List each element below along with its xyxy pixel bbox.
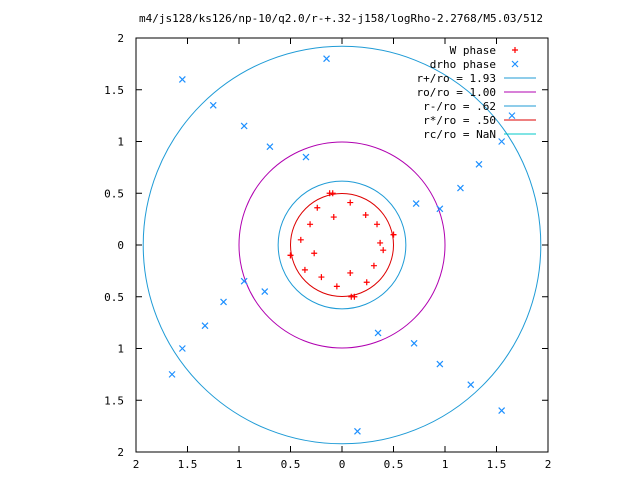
data-point-plus <box>314 204 321 211</box>
data-point-cross <box>436 360 444 368</box>
x-tick-label: 0.5 <box>384 458 404 471</box>
x-tick-label: 0.5 <box>281 458 301 471</box>
chart-title: m4/js128/ks126/np-10/q2.0/r-+.32-j158/lo… <box>139 12 543 25</box>
data-point-cross <box>178 345 186 352</box>
data-point-cross <box>240 122 248 130</box>
y-tick-label: 0.5 <box>104 291 124 304</box>
data-point-plus <box>297 236 304 243</box>
data-point-plus <box>333 283 340 290</box>
x-tick-label: 2 <box>545 458 552 471</box>
legend-label: r+/ro = 1.93 <box>417 72 496 85</box>
data-point-plus <box>311 250 318 257</box>
data-point-plus <box>390 231 397 238</box>
data-point-cross <box>508 112 516 120</box>
data-point-plus <box>318 274 325 281</box>
x-tick-label: 0 <box>339 458 346 471</box>
data-point-cross <box>475 160 483 168</box>
reference-circle <box>142 45 542 445</box>
reference-circle <box>290 193 394 297</box>
y-tick-label: 2 <box>117 32 124 45</box>
reference-circle <box>277 180 407 310</box>
data-point-cross <box>220 298 227 306</box>
legend-label: W phase <box>450 44 496 57</box>
legend-label: drho phase <box>430 58 496 71</box>
data-point-cross <box>374 329 382 337</box>
legend-label: r-/ro = .62 <box>423 100 496 113</box>
x-tick-label: 1.5 <box>487 458 507 471</box>
data-point-plus <box>380 247 387 254</box>
legend-label: r*/ro = .50 <box>423 114 496 127</box>
data-point-cross <box>412 200 420 208</box>
y-tick-label: 1 <box>117 343 124 356</box>
data-point-plus <box>370 262 377 269</box>
data-point-plus <box>377 239 384 246</box>
series-layer <box>142 45 542 445</box>
data-point-plus <box>351 293 358 300</box>
data-point-plus <box>330 214 337 221</box>
data-point-plus <box>347 199 354 206</box>
data-point-cross <box>168 370 176 378</box>
data-point-plus <box>374 221 381 228</box>
data-point-plus <box>362 211 369 218</box>
y-tick-label: 0.5 <box>104 187 124 200</box>
y-tick-label: 2 <box>117 446 124 459</box>
y-tick-label: 1.5 <box>104 84 124 97</box>
data-point-cross <box>498 407 506 415</box>
data-point-cross <box>209 101 217 109</box>
data-point-plus <box>287 252 294 259</box>
x-tick-label: 1.5 <box>178 458 198 471</box>
legend-marker-cross <box>511 60 519 68</box>
y-tick-label: 1 <box>117 136 124 149</box>
reference-circle <box>238 141 446 349</box>
data-point-plus <box>301 266 308 273</box>
data-point-cross <box>178 75 186 83</box>
data-point-plus <box>307 221 314 228</box>
x-axis: 2 1.5 1 0.5 0 0.5 1 1.5 2 <box>133 38 552 471</box>
y-axis: 2 1.5 1 0.5 0 0.5 1 1.5 2 <box>104 32 548 459</box>
data-point-plus <box>347 269 354 276</box>
data-point-cross <box>410 339 418 347</box>
x-tick-label: 1 <box>442 458 449 471</box>
data-point-cross <box>457 184 464 192</box>
x-tick-label: 1 <box>236 458 243 471</box>
data-point-cross <box>201 322 209 330</box>
y-tick-label: 1.5 <box>104 394 124 407</box>
data-point-cross <box>498 138 506 145</box>
data-point-plus <box>363 279 370 286</box>
legend-label: rc/ro = NaN <box>423 128 496 141</box>
data-point-cross <box>467 381 475 389</box>
data-point-plus <box>326 190 333 197</box>
x-tick-label: 2 <box>133 458 140 471</box>
y-tick-label: 0 <box>117 239 124 252</box>
data-point-cross <box>354 427 361 435</box>
data-point-cross <box>266 143 274 151</box>
data-point-cross <box>436 205 444 213</box>
data-point-cross <box>261 288 269 295</box>
data-point-cross <box>240 277 248 285</box>
data-point-cross <box>323 55 330 63</box>
legend-marker-plus <box>512 47 518 53</box>
data-point-cross <box>302 153 310 161</box>
legend-label: ro/ro = 1.00 <box>417 86 496 99</box>
